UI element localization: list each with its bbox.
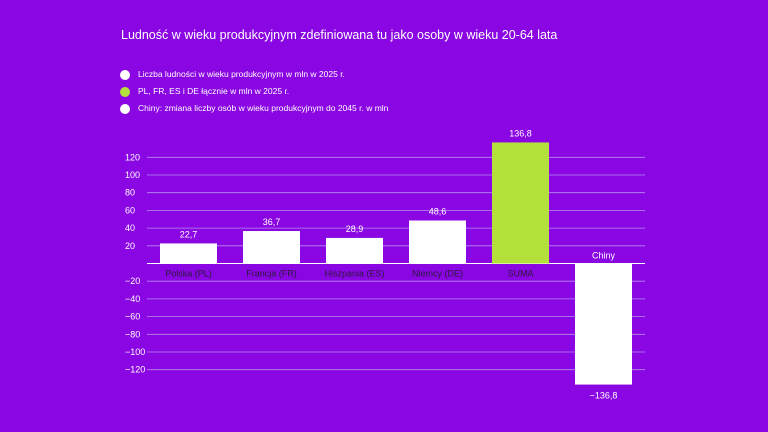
value-label: −136,8 bbox=[590, 391, 618, 401]
bar-layer bbox=[160, 142, 632, 385]
legend-swatch-population bbox=[120, 69, 130, 80]
legend-swatch-total bbox=[120, 86, 130, 97]
category-label: Chiny bbox=[592, 251, 616, 261]
category-label: Niemcy (DE) bbox=[412, 269, 463, 279]
grid-layer bbox=[147, 156, 645, 371]
y-tick-label: 80 bbox=[125, 188, 135, 198]
bar-3 bbox=[326, 237, 383, 264]
value-label: 48,6 bbox=[429, 206, 447, 216]
value-label: 22,7 bbox=[180, 229, 198, 239]
legend-item-population: Liczba ludności w wieku produkcyjnym w m… bbox=[120, 66, 388, 83]
value-label: 136,8 bbox=[509, 128, 532, 138]
y-tick-label: 100 bbox=[125, 170, 140, 180]
bar-1 bbox=[160, 243, 217, 264]
legend-swatch-china bbox=[120, 103, 130, 114]
bar-5 bbox=[492, 142, 549, 264]
legend-label-total: PL, FR, ES i DE łącznie w mln w 2025 r. bbox=[138, 86, 290, 96]
legend: Liczba ludności w wieku produkcyjnym w m… bbox=[120, 66, 388, 117]
y-tick-label: −40 bbox=[125, 294, 140, 304]
category-label: Hiszpania (ES) bbox=[324, 269, 384, 279]
legend-item-total: PL, FR, ES i DE łącznie w mln w 2025 r. bbox=[120, 83, 388, 100]
category-label: SUMA bbox=[507, 269, 533, 279]
legend-label-population: Liczba ludności w wieku produkcyjnym w m… bbox=[138, 69, 345, 79]
y-tick-label: 120 bbox=[125, 152, 140, 162]
chart-title: Ludność w wieku produkcyjnym zdefiniowan… bbox=[121, 28, 558, 42]
legend-label-china: Chiny: zmiana liczby osób w wieku produk… bbox=[138, 103, 389, 113]
y-tick-label: 40 bbox=[125, 223, 135, 233]
legend-item-china: Chiny: zmiana liczby osób w wieku produk… bbox=[120, 100, 388, 117]
category-label: Francja (FR) bbox=[246, 269, 297, 279]
y-tick-label: 20 bbox=[125, 241, 135, 251]
y-tick-label: −60 bbox=[125, 312, 140, 322]
bar-4 bbox=[409, 220, 466, 264]
bar-2 bbox=[243, 231, 300, 264]
bar-6 bbox=[575, 263, 632, 385]
y-tick-label: −100 bbox=[125, 347, 145, 357]
value-label: 36,7 bbox=[263, 217, 281, 227]
y-tick-label: 60 bbox=[125, 205, 135, 215]
value-label: 28,9 bbox=[346, 224, 364, 234]
y-tick-label: −20 bbox=[125, 276, 140, 286]
label-layer: 120 100 80 60 40 20 −20 −40 −60 −80 −100 −120 22,7 Po… bbox=[125, 128, 617, 400]
category-label: Polska (PL) bbox=[165, 269, 212, 279]
y-tick-label: −120 bbox=[125, 365, 145, 375]
y-tick-label: −80 bbox=[125, 329, 140, 339]
